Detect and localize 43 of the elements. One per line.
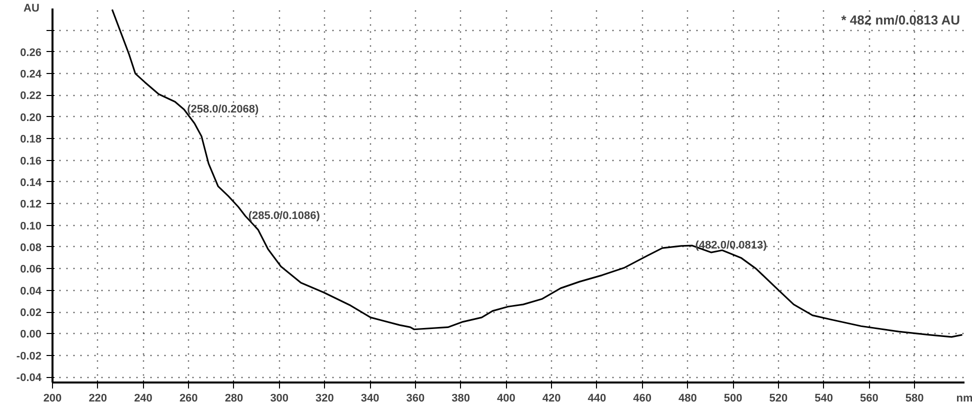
y-axis-title: AU bbox=[24, 2, 40, 14]
y-tick-label: 0.16 bbox=[20, 155, 42, 168]
y-tick-label: 0.12 bbox=[20, 198, 42, 211]
x-tick-label: 420 bbox=[542, 392, 561, 404]
x-tick-label: 300 bbox=[270, 392, 289, 404]
x-tick-label: 360 bbox=[406, 392, 425, 404]
x-tick-label: 540 bbox=[814, 392, 834, 404]
y-tick-label: 0.02 bbox=[20, 307, 42, 320]
y-tick-label: 0.22 bbox=[20, 90, 42, 102]
y-tick-label: -0.04 bbox=[16, 372, 42, 384]
x-tick-label: 320 bbox=[316, 392, 334, 404]
y-tick-label: 0.04 bbox=[20, 285, 42, 298]
y-tick-label: 0.10 bbox=[20, 220, 42, 232]
x-tick-label: 440 bbox=[588, 392, 606, 404]
x-tick-label: 500 bbox=[724, 392, 742, 404]
y-tick-label: 0.06 bbox=[20, 264, 42, 276]
x-tick-label: 400 bbox=[497, 392, 516, 404]
x-axis-title: nm bbox=[956, 392, 972, 404]
x-tick-label: 480 bbox=[678, 392, 697, 404]
y-tick-label: -0.02 bbox=[16, 350, 42, 362]
x-tick-label: 580 bbox=[905, 392, 924, 404]
x-tick-label: 280 bbox=[224, 392, 244, 404]
y-tick-label: 0.08 bbox=[20, 242, 42, 254]
x-tick-label: 460 bbox=[633, 392, 652, 404]
y-tick-label: 0.20 bbox=[20, 112, 42, 124]
x-tick-label: 200 bbox=[43, 392, 62, 404]
y-tick-label: 0.26 bbox=[20, 46, 42, 59]
annotation: (482.0/0.0813) bbox=[695, 240, 768, 252]
annotation: (285.0/0.1086) bbox=[248, 210, 320, 222]
x-tick-label: 560 bbox=[860, 392, 878, 404]
annotation: * 482 nm/0.0813 AU bbox=[841, 12, 960, 28]
x-tick-label: 260 bbox=[179, 392, 198, 404]
line-series bbox=[111, 8, 964, 338]
y-tick-label: 0.14 bbox=[20, 176, 42, 189]
x-tick-label: 220 bbox=[88, 392, 108, 404]
x-tick-label: 340 bbox=[360, 392, 380, 404]
y-tick-label: 0.18 bbox=[20, 134, 42, 146]
y-tick-label: 0.00 bbox=[20, 328, 42, 341]
x-tick-label: 240 bbox=[134, 392, 152, 404]
x-tick-label: 380 bbox=[452, 392, 470, 404]
x-tick-label: 520 bbox=[769, 392, 788, 404]
y-tick-label: 0.24 bbox=[20, 68, 42, 81]
annotation: (258.0/0.2068) bbox=[187, 104, 259, 116]
